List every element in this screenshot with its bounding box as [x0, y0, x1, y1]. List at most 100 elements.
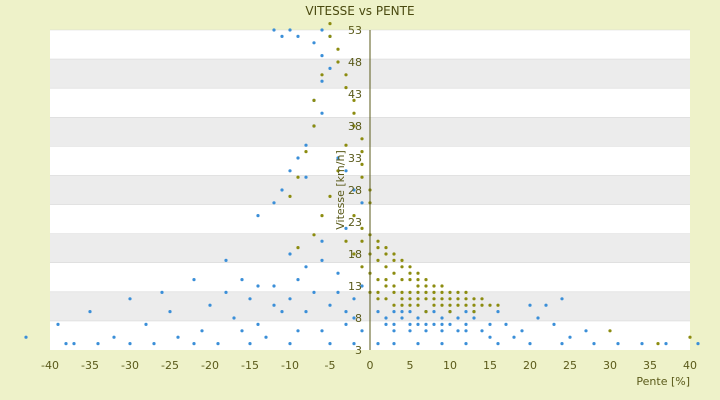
data-point-blue [320, 239, 324, 243]
data-point-blue [192, 342, 196, 346]
data-point-blue [216, 342, 220, 346]
data-point-blue [344, 169, 348, 173]
data-point-olive [352, 214, 356, 218]
data-point-blue [472, 316, 476, 320]
data-point-blue [24, 335, 28, 339]
data-point-blue [464, 329, 468, 333]
data-point-blue [408, 322, 412, 326]
data-point-olive [408, 271, 412, 275]
data-point-blue [280, 34, 284, 39]
data-point-olive [416, 284, 420, 288]
data-point-blue [288, 342, 292, 346]
data-point-blue [408, 329, 412, 333]
data-point-olive [320, 73, 324, 77]
data-point-blue [112, 335, 116, 339]
data-point-blue [264, 335, 268, 339]
data-point-olive [448, 303, 452, 307]
data-point-blue [424, 322, 428, 326]
data-point-olive [472, 297, 476, 301]
data-point-olive [496, 303, 500, 307]
data-point-blue [360, 201, 364, 205]
data-point-olive [456, 290, 460, 294]
data-point-blue [160, 290, 164, 294]
data-point-blue [320, 54, 324, 58]
data-point-olive [392, 271, 396, 275]
data-point-olive [376, 258, 380, 262]
data-point-olive [344, 143, 348, 147]
data-point-blue [400, 310, 404, 314]
data-point-olive [456, 303, 460, 307]
data-point-olive [456, 297, 460, 301]
data-point-blue [128, 342, 132, 346]
data-point-blue [288, 28, 292, 32]
data-point-blue [256, 322, 260, 326]
data-point-olive [472, 303, 476, 307]
data-point-olive [296, 246, 300, 250]
y-tick-labels: 53 48 43 38 33 28 23 18 13 8 3 [348, 24, 362, 357]
data-point-blue [224, 258, 228, 262]
data-point-olive [400, 297, 404, 301]
y-tick-label: 43 [348, 88, 362, 101]
data-point-olive [344, 239, 348, 243]
data-point-olive [360, 226, 364, 230]
data-point-blue [440, 329, 444, 333]
data-point-blue [592, 342, 596, 346]
data-point-blue [528, 342, 532, 346]
data-point-olive [400, 265, 404, 269]
data-point-olive [608, 329, 612, 333]
data-point-blue [272, 28, 276, 32]
data-point-olive [344, 73, 348, 77]
data-point-olive [392, 252, 396, 256]
data-point-blue [344, 226, 348, 230]
data-point-blue [88, 310, 92, 314]
data-point-olive [312, 124, 316, 128]
data-point-blue [400, 316, 404, 320]
data-point-blue [496, 310, 500, 314]
data-point-blue [536, 316, 540, 320]
data-point-blue [480, 329, 484, 333]
data-point-olive [336, 169, 340, 173]
data-point-blue [352, 342, 356, 346]
data-point-olive [392, 258, 396, 262]
data-point-olive [336, 60, 340, 64]
data-point-olive [312, 233, 316, 237]
data-point-olive [360, 162, 364, 166]
series-olive-points [288, 22, 692, 346]
x-tick-label: -5 [325, 359, 336, 372]
y-tick-label: 48 [348, 56, 362, 69]
data-point-blue [440, 316, 444, 320]
data-point-blue [360, 284, 364, 288]
data-point-blue [464, 342, 468, 346]
data-point-olive [440, 303, 444, 307]
data-point-olive [352, 98, 356, 102]
data-point-blue [232, 316, 236, 320]
data-point-blue [208, 303, 212, 307]
x-tick-label: -35 [81, 359, 99, 372]
x-tick-label: -10 [281, 359, 299, 372]
data-point-olive [352, 252, 356, 256]
data-point-blue [344, 322, 348, 326]
data-point-blue [432, 310, 436, 314]
data-point-olive [424, 290, 428, 294]
data-point-blue [248, 297, 252, 301]
data-point-blue [248, 342, 252, 346]
x-axis-label: Pente [%] [636, 375, 690, 388]
data-point-blue [416, 322, 420, 326]
x-tick-label: 35 [643, 359, 657, 372]
y-tick-label: 33 [348, 152, 362, 165]
data-point-blue [288, 169, 292, 173]
data-point-olive [384, 252, 388, 256]
data-point-blue [376, 310, 380, 314]
y-tick-label: 23 [348, 216, 362, 229]
data-point-blue [168, 310, 172, 314]
data-point-blue [496, 342, 500, 346]
data-point-blue [304, 175, 308, 179]
data-point-blue [392, 310, 396, 314]
data-point-olive [408, 265, 412, 269]
data-point-blue [392, 342, 396, 346]
data-point-blue [640, 342, 644, 346]
data-point-blue [56, 322, 60, 326]
y-axis-label: Vitesse [km/h] [334, 150, 347, 230]
data-point-olive [400, 303, 404, 307]
